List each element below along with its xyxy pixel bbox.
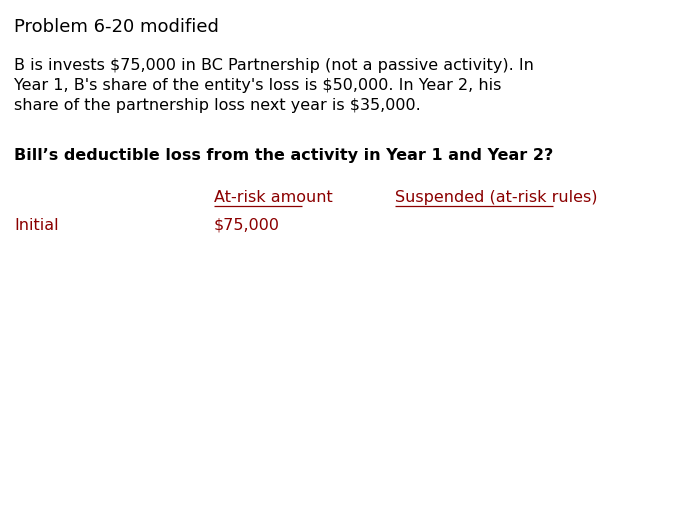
Text: Suspended (at-risk rules): Suspended (at-risk rules) [395,190,598,205]
Text: Bill’s deductible loss from the activity in Year 1 and Year 2?: Bill’s deductible loss from the activity… [14,148,553,163]
Text: Initial: Initial [14,218,59,233]
Text: $75,000: $75,000 [214,218,279,233]
Text: B is invests $75,000 in BC Partnership (not a passive activity). In: B is invests $75,000 in BC Partnership (… [14,58,534,73]
Text: share of the partnership loss next year is $35,000.: share of the partnership loss next year … [14,98,421,113]
Text: At-risk amount: At-risk amount [214,190,332,205]
Text: Problem 6-20 modified: Problem 6-20 modified [14,18,219,36]
Text: Year 1, B's share of the entity's loss is $50,000. In Year 2, his: Year 1, B's share of the entity's loss i… [14,78,501,93]
